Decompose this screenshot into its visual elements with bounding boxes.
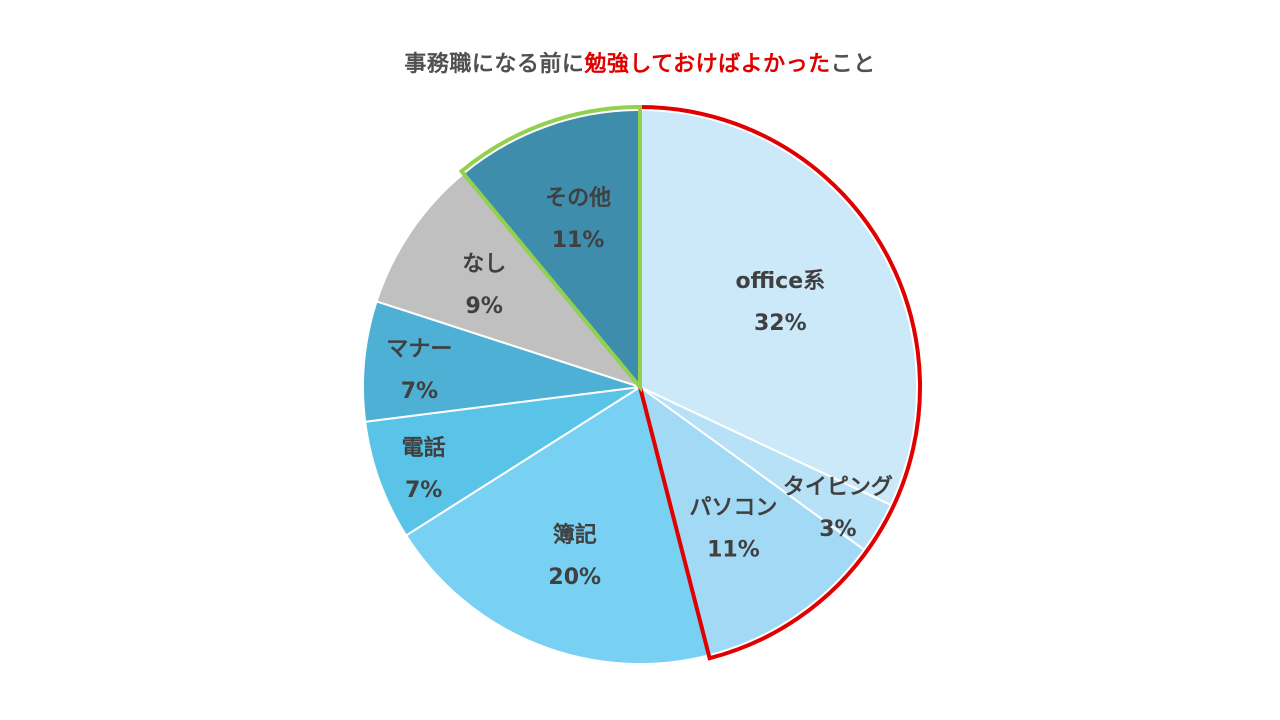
slice-value-3: 11% [707,537,760,562]
pie-slice-1 [639,108,918,507]
slice-value-5: 7% [405,478,442,503]
pie-slice-8 [462,108,641,390]
slice-label-4: 簿記 [553,522,597,548]
slice-label-2: タイピング [783,474,893,500]
pie-slice-7 [375,172,643,390]
slice-value-2: 3% [819,517,856,542]
slice-label-7: なし [462,252,506,277]
highlight-outline-1 [638,104,922,661]
slice-value-6: 7% [401,379,438,404]
pie-slice-5 [364,386,641,537]
slice-label-5: 電話 [402,435,446,461]
slice-value-7: 9% [466,294,503,319]
title-part-1: 事務職になる前に [404,52,585,77]
title-part-2-highlight: 勉強しておけばよかった [584,52,831,77]
slice-label-3: パソコン [689,495,777,520]
slice-label-6: マナー [386,337,452,362]
pie-slice-6 [362,300,641,423]
slice-value-1: 32% [754,311,807,336]
pie-slice-3 [638,384,866,657]
slice-value-8: 11% [552,228,605,253]
title-part-3: こと [830,52,876,77]
labels-layer: office系 32% タイピング 3% パソコン 11% 簿記 20% 電話 7% マナー 7% なし… [386,186,893,590]
pie-slice-4 [404,385,711,665]
outline-layer [458,104,922,661]
slice-label-1: office系 [736,269,826,294]
slices-layer [362,108,918,665]
chart-title: 事務職になる前に勉強しておけばよかったこと [0,46,1280,78]
highlight-outline-2 [458,104,642,393]
slice-label-8: その他 [545,186,611,211]
slice-value-4: 20% [548,565,601,590]
